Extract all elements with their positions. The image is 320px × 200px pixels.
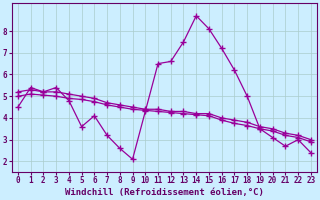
X-axis label: Windchill (Refroidissement éolien,°C): Windchill (Refroidissement éolien,°C) bbox=[65, 188, 264, 197]
